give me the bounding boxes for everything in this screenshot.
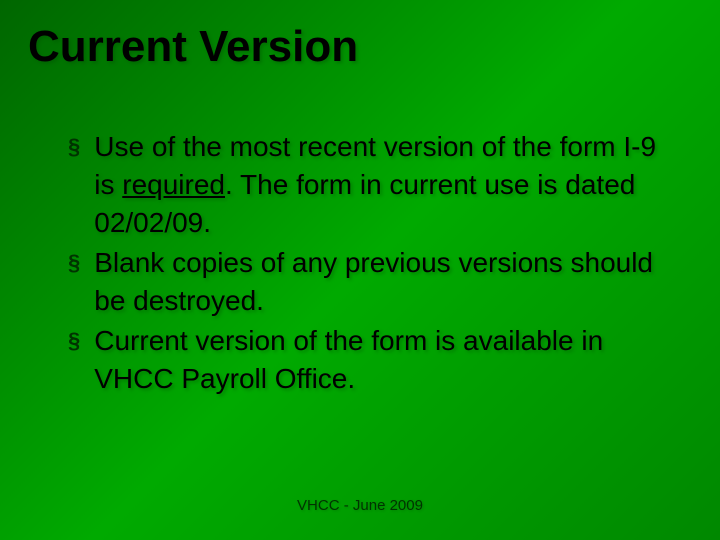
bullet-text: Current version of the form is available… [94, 322, 670, 398]
bullet-item: § Blank copies of any previous versions … [68, 244, 670, 320]
slide-body: § Use of the most recent version of the … [0, 72, 720, 398]
bullet-marker-icon: § [68, 244, 80, 282]
slide-title: Current Version [0, 0, 720, 72]
bullet-marker-icon: § [68, 322, 80, 360]
bullet-item: § Use of the most recent version of the … [68, 128, 670, 242]
bullet-item: § Current version of the form is availab… [68, 322, 670, 398]
slide-footer: VHCC - June 2009 [0, 497, 720, 514]
bullet-text: Use of the most recent version of the fo… [94, 128, 670, 242]
bullet-marker-icon: § [68, 128, 80, 166]
bullet-text: Blank copies of any previous versions sh… [94, 244, 670, 320]
